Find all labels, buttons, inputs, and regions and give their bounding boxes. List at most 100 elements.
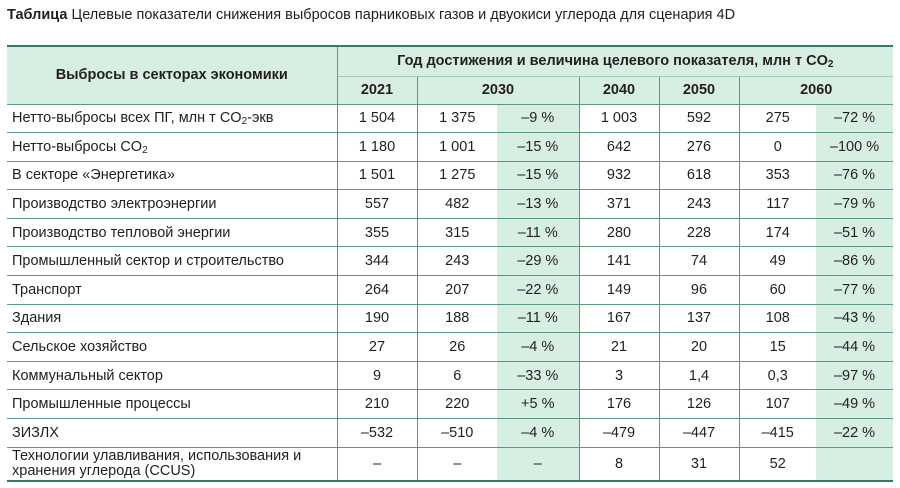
cell-p2060: –44 % <box>816 332 893 362</box>
cell-v2060: –415 <box>739 418 816 448</box>
cell-v2030: 1 275 <box>417 161 497 191</box>
table-row: Промышленный сектор и строительство 344 24… <box>7 246 893 277</box>
row-label: Промышленный сектор и строительство <box>7 246 338 277</box>
cell-v2040: 932 <box>579 161 660 191</box>
cell-p2030: +5 % <box>497 389 580 420</box>
year-header-2040: 2040 <box>579 76 660 105</box>
cell-p2030: –15 % <box>497 161 580 191</box>
table-row: Промышленные процессы 210 220 +5 % 176 126 107… <box>7 389 893 420</box>
cell-v2040: 149 <box>579 275 660 305</box>
cell-v2060: 15 <box>739 332 816 362</box>
cell-v2021: 27 <box>337 332 418 362</box>
table-body: Нетто-выбросы всех ПГ, млн т CO2-экв 1 50… <box>7 104 893 483</box>
cell-p2030: –22 % <box>497 275 580 305</box>
cell-v2021: – <box>337 447 418 483</box>
cell-p2030: –11 % <box>497 218 580 248</box>
caption-label: Таблица <box>7 7 68 23</box>
cell-p2060: –100 % <box>816 132 893 162</box>
cell-v2021: 210 <box>337 389 418 420</box>
cell-v2050: 592 <box>659 104 740 134</box>
cell-v2030: 26 <box>417 332 497 362</box>
cell-v2050: 74 <box>659 246 740 277</box>
cell-v2050: 276 <box>659 132 740 162</box>
year-header-2021: 2021 <box>337 76 418 105</box>
table-row: Производство электроэнергии 557 482 –13 % 37… <box>7 189 893 219</box>
cell-v2021: –532 <box>337 418 418 448</box>
cell-p2030: –13 % <box>497 189 580 219</box>
cell-v2050: 126 <box>659 389 740 420</box>
cell-v2060: 353 <box>739 161 816 191</box>
row-label: Производство электроэнергии <box>7 189 338 219</box>
table-row: Производство тепловой энергии 355 315 –11 %… <box>7 218 893 248</box>
cell-v2040: 371 <box>579 189 660 219</box>
cell-v2021: 1 504 <box>337 104 418 134</box>
cell-v2050: 96 <box>659 275 740 305</box>
row-label: Транспорт <box>7 275 338 305</box>
cell-v2050: 137 <box>659 304 740 334</box>
row-label: Промышленные процессы <box>7 389 338 420</box>
table-row: Здания 190 188 –11 % 167 137 108 –43 % <box>7 304 893 334</box>
cell-v2060: 117 <box>739 189 816 219</box>
table-row: Нетто-выбросы всех ПГ, млн т CO2-экв 1 50… <box>7 104 893 134</box>
row-label: ЗИЗЛХ <box>7 418 338 448</box>
row-label: Производство тепловой энергии <box>7 218 338 248</box>
cell-p2060: –76 % <box>816 161 893 191</box>
cell-v2060: 49 <box>739 246 816 277</box>
year-header-2050: 2050 <box>659 76 740 105</box>
cell-p2030: –33 % <box>497 361 580 391</box>
cell-v2060: 60 <box>739 275 816 305</box>
cell-v2040: 280 <box>579 218 660 248</box>
cell-v2040: –479 <box>579 418 660 448</box>
cell-v2030: 315 <box>417 218 497 248</box>
cell-v2050: 1,4 <box>659 361 740 391</box>
row-label: Технологии улавливания, использования и … <box>7 447 338 483</box>
cell-p2060: –86 % <box>816 246 893 277</box>
cell-p2030: –15 % <box>497 132 580 162</box>
cell-v2050: 228 <box>659 218 740 248</box>
cell-p2030: –11 % <box>497 304 580 334</box>
cell-v2050: 31 <box>659 447 740 483</box>
cell-v2030: 482 <box>417 189 497 219</box>
cell-v2030: 207 <box>417 275 497 305</box>
cell-v2040: 176 <box>579 389 660 420</box>
cell-v2050: 20 <box>659 332 740 362</box>
table-row: Сельское хозяйство 27 26 –4 % 21 20 15 –44 % <box>7 332 893 362</box>
target-header: Год достижения и величина целевого показ… <box>337 45 893 77</box>
cell-p2030: –4 % <box>497 332 580 362</box>
row-label: Здания <box>7 304 338 334</box>
cell-p2060: –43 % <box>816 304 893 334</box>
year-header-2030: 2030 <box>417 76 580 105</box>
cell-p2030: –4 % <box>497 418 580 448</box>
cell-v2050: 618 <box>659 161 740 191</box>
cell-v2040: 21 <box>579 332 660 362</box>
cell-v2021: 355 <box>337 218 418 248</box>
cell-v2060: 107 <box>739 389 816 420</box>
table-caption: Таблица Целевые показатели снижения выбр… <box>7 6 735 24</box>
cell-p2060 <box>816 447 893 483</box>
cell-p2060: –72 % <box>816 104 893 134</box>
row-label: Нетто-выбросы CO2 <box>7 132 338 162</box>
table-row: Транспорт 264 207 –22 % 149 96 60 –77 % <box>7 275 893 305</box>
cell-v2030: 188 <box>417 304 497 334</box>
cell-p2060: –97 % <box>816 361 893 391</box>
cell-v2060: 52 <box>739 447 816 483</box>
caption-text: Целевые показатели снижения выбросов пар… <box>67 7 736 23</box>
cell-p2030: –9 % <box>497 104 580 134</box>
table-row: Нетто-выбросы CO2 1 180 1 001 –15 % 642 276 0–… <box>7 132 893 162</box>
sector-column-header: Выбросы в секторах экономики <box>7 45 338 105</box>
cell-v2021: 190 <box>337 304 418 334</box>
table-row: В секторе «Энергетика» 1 501 1 275 –15 % 932… <box>7 161 893 191</box>
table-row: Коммунальный сектор 9 6 –33 % 3 1,4 0,3 –97 % <box>7 361 893 391</box>
cell-v2040: 141 <box>579 246 660 277</box>
cell-v2030: 1 375 <box>417 104 497 134</box>
cell-v2060: 275 <box>739 104 816 134</box>
cell-v2021: 1 180 <box>337 132 418 162</box>
cell-v2021: 264 <box>337 275 418 305</box>
cell-v2040: 3 <box>579 361 660 391</box>
cell-v2030: 1 001 <box>417 132 497 162</box>
cell-p2030: – <box>497 447 580 483</box>
cell-v2050: 243 <box>659 189 740 219</box>
cell-v2021: 9 <box>337 361 418 391</box>
row-label: Коммунальный сектор <box>7 361 338 391</box>
cell-p2030: –29 % <box>497 246 580 277</box>
